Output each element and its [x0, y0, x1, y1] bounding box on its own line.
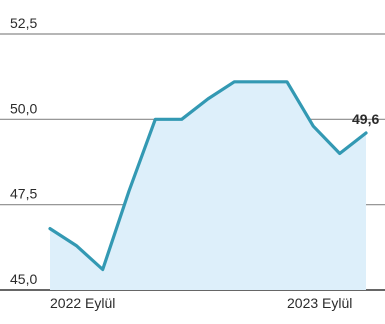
x-tick-label-start: 2022 Eylül — [50, 295, 115, 311]
x-tick-label-end: 2023 Eylül — [287, 295, 352, 311]
y-tick-label: 52,5 — [10, 15, 37, 31]
y-tick-label: 45,0 — [10, 271, 37, 287]
y-tick-labels: 52,5 50,0 47,5 45,0 — [10, 15, 37, 287]
last-value-label: 49,6 — [352, 111, 379, 127]
series-line — [48, 80, 368, 272]
y-tick-label: 50,0 — [10, 100, 37, 116]
x-tick-labels: 2022 Eylül 2023 Eylül — [50, 295, 352, 311]
y-tick-label: 47,5 — [10, 186, 37, 202]
series-area-fill — [50, 81, 366, 290]
